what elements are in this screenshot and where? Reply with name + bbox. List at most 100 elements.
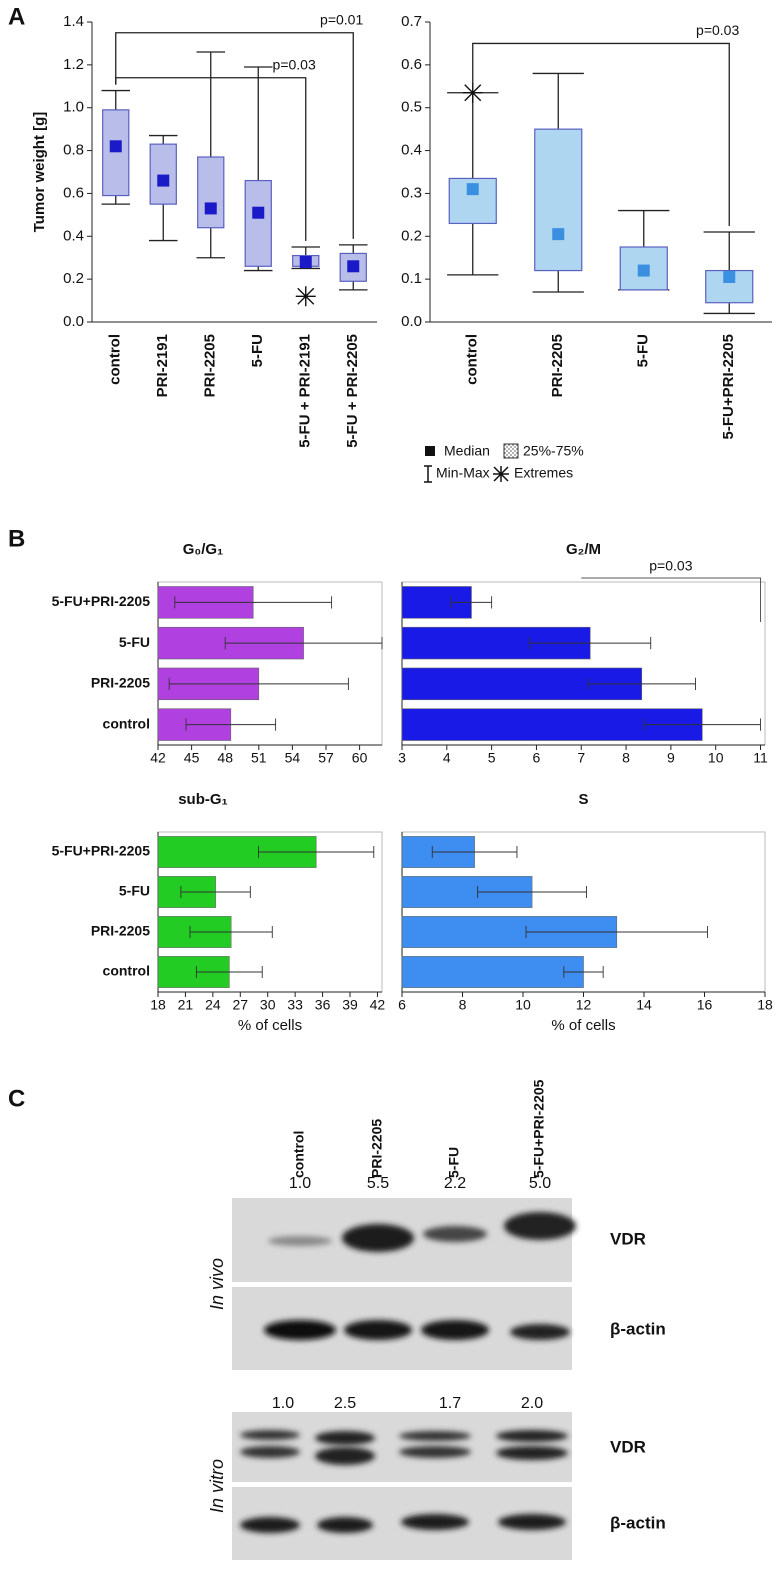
x-tick-label: 14 [636,997,652,1013]
error-bar [643,718,761,731]
x-tick-label: PRI-2205 [202,334,219,397]
y-tick-label: 0.1 [401,270,422,287]
y-tick-label: 1.0 [63,99,84,116]
x-tick-label: 5-FU [249,334,266,367]
chart-title: sub-G₁ [178,791,228,808]
x-tick-label: 9 [667,750,675,766]
bar [401,956,584,988]
median [109,140,122,153]
x-tick-label: 11 [753,750,768,766]
x-tick-label: control [464,334,481,385]
band [510,1324,570,1340]
x-tick-label: PRI-2191 [154,334,171,397]
lane-label: PRI-2205 [369,1119,385,1178]
x-tick-label: 51 [251,750,267,766]
band [268,1236,332,1246]
x-tick-label: 45 [184,750,200,766]
y-tick-label: 0.2 [401,227,422,244]
x-tick-label: 5 [488,750,496,766]
p-value: p=0.01 [320,11,363,27]
x-tick-label: 39 [342,997,358,1013]
ratio: 5.5 [367,1175,389,1192]
y-tick-label: 5-FU+PRI-2205 [52,843,151,859]
x-tick-label: 48 [217,750,233,766]
y-tick-label: 0.6 [63,184,84,201]
y-tick-label: 0.4 [401,142,422,159]
median [252,206,265,219]
box [534,128,583,272]
band [315,1447,375,1465]
band [240,1430,300,1440]
significance-bracket [581,577,762,622]
chart-title: G₂/M [566,541,601,558]
y-tick-label: PRI-2205 [91,675,150,691]
error-bar [563,966,604,978]
median [723,271,736,283]
panel-label: B [8,525,25,552]
x-tick-label: 18 [150,997,166,1013]
y-tick-label: 0.7 [401,13,422,30]
band [317,1517,373,1533]
ratio: 1.7 [439,1395,461,1412]
x-axis-label: % of cells [238,1017,302,1034]
error-bar [525,926,708,938]
extreme [462,82,483,103]
x-tick-label: 60 [352,750,368,766]
band [496,1446,568,1460]
y-tick-label: control [103,963,150,979]
legend-label: Min-Max [436,465,490,481]
band [342,1224,414,1252]
y-tick-label: 5-FU+PRI-2205 [52,593,151,609]
band [240,1517,300,1533]
error-bar [477,886,587,898]
significance-bracket [115,77,307,241]
box [619,246,668,291]
ratio: 2.0 [521,1395,543,1412]
p-value: p=0.03 [696,22,739,38]
x-tick-label: 6 [398,997,406,1013]
error-bar [529,637,652,650]
x-tick-label: 21 [178,997,194,1013]
x-tick-label: control [107,334,124,385]
condition-label: In vitro [207,1459,227,1513]
row-label: VDR [610,1229,646,1248]
x-tick-label: 10 [515,997,531,1013]
row-label: VDR [610,1437,646,1456]
median [466,183,479,196]
x-tick-label: 12 [576,997,592,1013]
x-tick-label: 4 [443,750,451,766]
y-tick-label: 5-FU [119,634,150,650]
legend-median-icon [425,446,435,456]
y-tick-label: 5-FU [119,883,150,899]
x-tick-label: 5-FU + PRI-2205 [344,334,361,448]
ratio: 2.5 [334,1395,356,1412]
ratio: 5.0 [529,1175,551,1192]
x-tick-label: 36 [315,997,331,1013]
box [448,177,497,225]
x-tick-label: 24 [205,997,221,1013]
x-tick-label: 42 [370,997,386,1013]
y-tick-label: control [103,715,150,731]
row-label: β-actin [610,1319,666,1338]
x-tick-label: 30 [260,997,276,1013]
box [197,156,225,229]
y-tick-label: 1.2 [63,56,84,73]
band [504,1212,576,1240]
ratio: 2.2 [444,1175,466,1192]
x-tick-label: 33 [287,997,303,1013]
band [240,1446,300,1458]
panel-label: C [8,1085,25,1112]
x-tick-label: PRI-2205 [549,334,566,397]
x-tick-label: 5-FU+PRI-2205 [720,334,737,439]
band [399,1431,471,1441]
significance-bracket [472,42,730,226]
error-bar [258,846,375,858]
legend-label: Median [444,443,490,459]
y-tick-label: 0.0 [401,313,422,330]
legend-label: Extremes [514,465,573,481]
condition-label: In vivo [207,1258,227,1310]
legend-box-icon [503,443,519,459]
x-tick-label: 16 [697,997,713,1013]
error-bar [224,637,383,650]
